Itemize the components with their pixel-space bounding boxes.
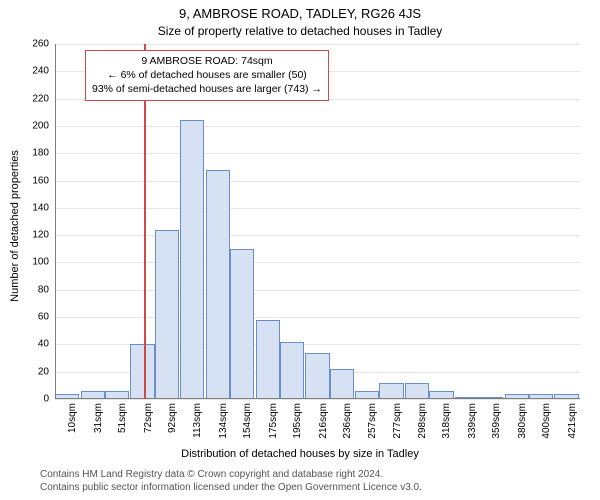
gridline [55, 44, 580, 45]
x-tick-label: 154sqm [242, 403, 253, 451]
x-tick-label: 318sqm [441, 403, 452, 451]
y-tick-label: 0 [19, 394, 49, 405]
chart-area: 02040608010012014016018020022024026010sq… [55, 44, 580, 399]
gridline [55, 290, 580, 291]
histogram-bar [155, 230, 179, 399]
histogram-bar [405, 383, 429, 399]
histogram-bar [379, 383, 403, 399]
y-tick-label: 180 [19, 148, 49, 159]
x-tick-label: 72sqm [143, 403, 154, 451]
y-tick-label: 220 [19, 93, 49, 104]
gridline [55, 126, 580, 127]
gridline [55, 181, 580, 182]
gridline [55, 262, 580, 263]
page-subtitle: Size of property relative to detached ho… [0, 24, 600, 38]
gridline [55, 399, 580, 400]
annotation-box: 9 AMBROSE ROAD: 74sqm← 6% of detached ho… [85, 50, 329, 101]
histogram-bar [330, 369, 354, 399]
x-tick-label: 236sqm [342, 403, 353, 451]
y-tick-label: 240 [19, 66, 49, 77]
annotation-line-2: ← 6% of detached houses are smaller (50) [92, 68, 322, 82]
x-tick-label: 359sqm [491, 403, 502, 451]
page-title: 9, AMBROSE ROAD, TADLEY, RG26 4JS [0, 6, 600, 21]
y-tick-label: 80 [19, 284, 49, 295]
x-tick-label: 339sqm [467, 403, 478, 451]
y-tick-label: 120 [19, 230, 49, 241]
histogram-bar [280, 342, 304, 399]
y-tick-label: 260 [19, 39, 49, 50]
x-tick-label: 421sqm [567, 403, 578, 451]
annotation-line-1: 9 AMBROSE ROAD: 74sqm [92, 54, 322, 68]
y-tick-label: 40 [19, 339, 49, 350]
x-tick-label: 175sqm [268, 403, 279, 451]
x-tick-label: 216sqm [318, 403, 329, 451]
credits-line-1: Contains HM Land Registry data © Crown c… [40, 469, 422, 482]
gridline [55, 153, 580, 154]
x-tick-label: 134sqm [218, 403, 229, 451]
gridline [55, 208, 580, 209]
x-tick-label: 51sqm [117, 403, 128, 451]
y-tick-label: 60 [19, 312, 49, 323]
x-tick-label: 10sqm [67, 403, 78, 451]
gridline [55, 317, 580, 318]
y-axis [55, 44, 56, 399]
gridline [55, 235, 580, 236]
credits-line-2: Contains public sector information licen… [40, 482, 422, 495]
histogram-bar [206, 170, 230, 399]
x-tick-label: 92sqm [167, 403, 178, 451]
x-tick-label: 400sqm [541, 403, 552, 451]
histogram-bar [130, 344, 154, 399]
histogram-bar [256, 320, 280, 399]
histogram-bar [305, 353, 329, 399]
x-axis [55, 398, 580, 399]
y-tick-label: 140 [19, 202, 49, 213]
y-tick-label: 200 [19, 120, 49, 131]
x-tick-label: 277sqm [392, 403, 403, 451]
histogram-bar [180, 120, 204, 399]
annotation-line-3: 93% of semi-detached houses are larger (… [92, 82, 322, 96]
x-tick-label: 195sqm [292, 403, 303, 451]
y-tick-label: 20 [19, 366, 49, 377]
x-tick-label: 257sqm [367, 403, 378, 451]
x-tick-label: 380sqm [517, 403, 528, 451]
histogram-bar [230, 249, 254, 399]
x-tick-label: 298sqm [417, 403, 428, 451]
y-tick-label: 100 [19, 257, 49, 268]
y-tick-label: 160 [19, 175, 49, 186]
credits: Contains HM Land Registry data © Crown c… [40, 469, 422, 494]
x-tick-label: 31sqm [93, 403, 104, 451]
x-tick-label: 113sqm [192, 403, 203, 451]
